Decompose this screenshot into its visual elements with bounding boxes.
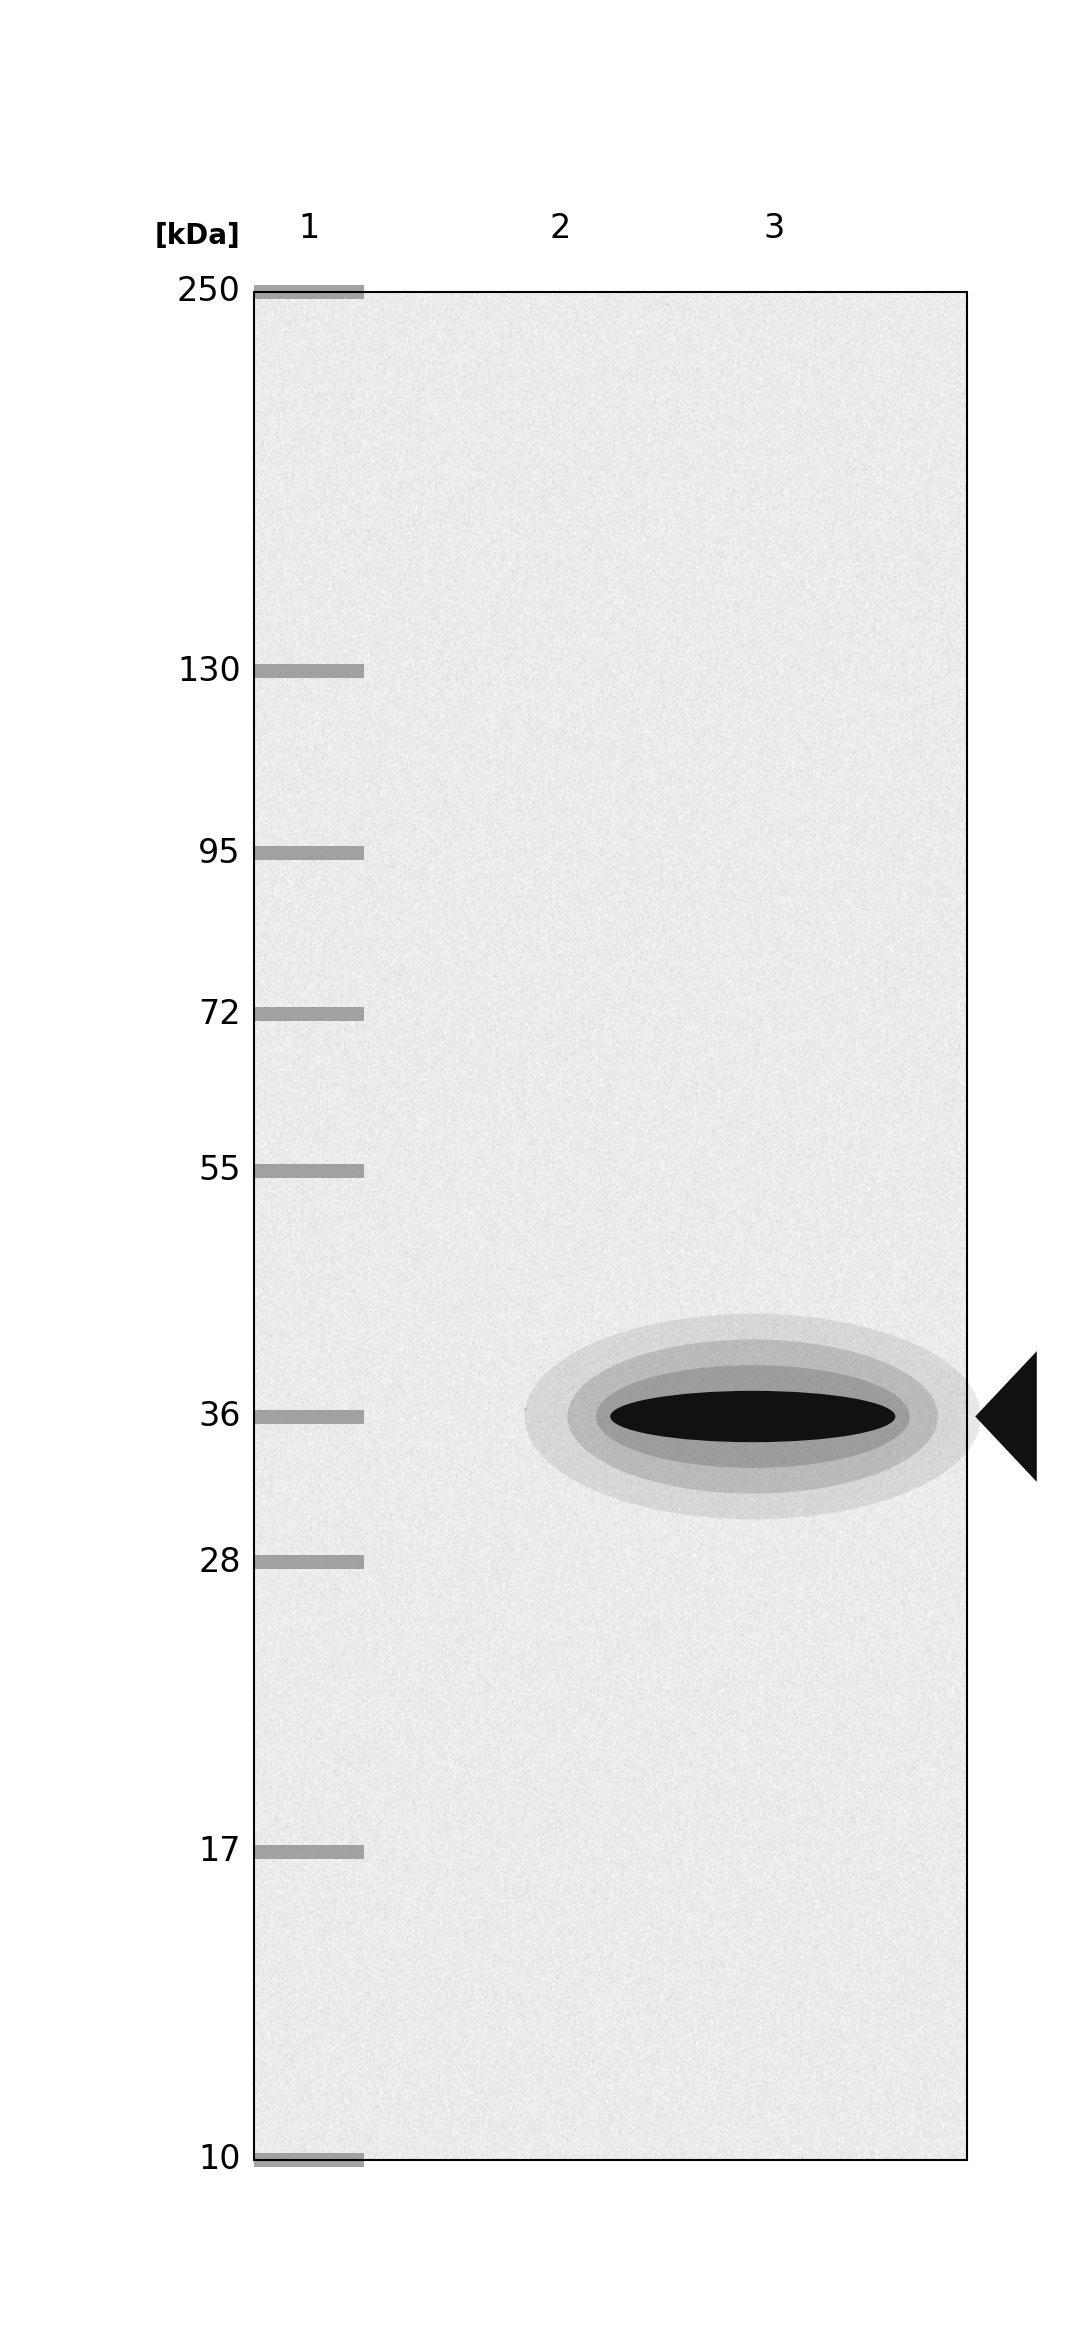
FancyBboxPatch shape — [254, 845, 364, 859]
Text: 10: 10 — [199, 2144, 241, 2176]
Text: 3: 3 — [764, 212, 785, 245]
FancyBboxPatch shape — [254, 1555, 364, 1569]
Text: 17: 17 — [199, 1835, 241, 1868]
Text: 36: 36 — [199, 1401, 241, 1434]
Polygon shape — [975, 1352, 1037, 1483]
FancyBboxPatch shape — [254, 2153, 364, 2167]
Text: 28: 28 — [199, 1546, 241, 1578]
Ellipse shape — [610, 1392, 895, 1443]
Text: 250: 250 — [177, 276, 241, 308]
FancyBboxPatch shape — [254, 1006, 364, 1020]
Ellipse shape — [567, 1340, 939, 1494]
Text: 130: 130 — [177, 654, 241, 689]
FancyBboxPatch shape — [254, 665, 364, 679]
FancyBboxPatch shape — [254, 1163, 364, 1177]
Bar — [254, 292, 967, 2160]
FancyBboxPatch shape — [254, 1845, 364, 1859]
FancyBboxPatch shape — [254, 285, 364, 299]
Ellipse shape — [596, 1366, 909, 1469]
Text: 55: 55 — [199, 1153, 241, 1186]
Text: 72: 72 — [199, 997, 241, 1030]
Ellipse shape — [525, 1315, 981, 1520]
FancyBboxPatch shape — [254, 1410, 364, 1424]
Text: 1: 1 — [298, 212, 320, 245]
Text: [kDa]: [kDa] — [156, 222, 241, 250]
Text: 95: 95 — [199, 836, 241, 871]
Text: 2: 2 — [550, 212, 571, 245]
